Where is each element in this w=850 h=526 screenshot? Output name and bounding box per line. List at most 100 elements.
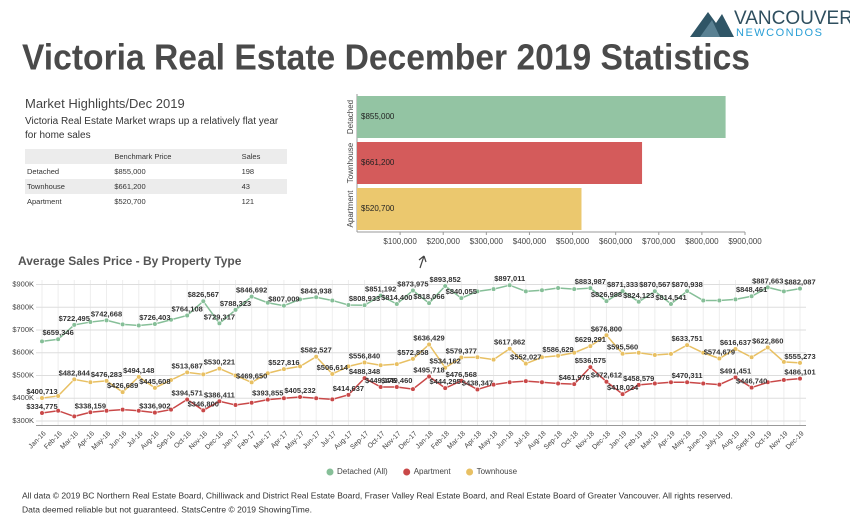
series-point [87, 379, 93, 385]
table-cell: 198 [241, 167, 255, 176]
series-point [684, 342, 690, 348]
series-point [652, 288, 658, 294]
bar [357, 142, 643, 184]
series-point [426, 300, 432, 306]
data-label: $726,403 [139, 313, 170, 322]
data-label: $814,541 [655, 293, 686, 302]
series-point [55, 408, 61, 414]
series-point [168, 406, 174, 413]
data-label: $616,637 [720, 338, 751, 347]
y-tick-label: $500K [12, 370, 34, 379]
series-point [603, 332, 610, 338]
data-label: $870,938 [671, 280, 702, 289]
series-point [378, 384, 384, 390]
data-label: $495,718 [413, 365, 444, 374]
y-tick-label: $800K [12, 302, 34, 311]
data-label: $897,011 [494, 274, 525, 283]
series-point [394, 301, 400, 307]
data-label: $536,575 [575, 356, 606, 365]
logo-text: VANCOUVER [734, 8, 850, 29]
series-point [249, 400, 255, 406]
series-point [200, 298, 206, 304]
series-point [265, 397, 271, 403]
x-tick-label: $300,000 [470, 237, 504, 246]
series-point [539, 354, 545, 360]
data-label: $579,377 [446, 346, 477, 355]
header-cell [25, 149, 112, 164]
series-line [41, 366, 801, 418]
series-point [281, 366, 287, 372]
series-point [797, 360, 803, 366]
data-label: $807,009 [268, 295, 299, 304]
series-point [249, 294, 255, 300]
series-point [749, 293, 755, 299]
data-label: $394,571 [172, 388, 203, 397]
data-label: $444,295 [430, 377, 461, 386]
x-tick-label: Mar-17 [253, 430, 274, 451]
cursor [418, 255, 427, 269]
series-point [458, 354, 464, 361]
data-label: $676,800 [591, 324, 622, 333]
series-point [313, 294, 319, 300]
series-point [749, 384, 755, 391]
highlights-heading: Market Highlights/Dec 2019 [25, 96, 185, 111]
data-label: $887,663 [752, 276, 783, 285]
series-point [265, 370, 271, 376]
x-tick-label: $800,000 [685, 237, 719, 246]
x-tick-label: $100,000 [383, 237, 417, 246]
series-point [120, 406, 126, 413]
series-point [716, 381, 722, 388]
series-point [523, 288, 529, 294]
series-point [378, 362, 384, 368]
table-cell: $520,700 [114, 197, 146, 206]
bar-value-label: $661,200 [361, 158, 395, 167]
series-line [41, 284, 801, 343]
series-point [120, 389, 126, 395]
series-point [507, 282, 513, 288]
series-point [313, 395, 319, 401]
series-point [797, 376, 803, 382]
data-label: $659,346 [42, 328, 73, 337]
data-label: $882,087 [784, 278, 815, 287]
data-label: $336,902 [139, 402, 170, 411]
footer-text: Data deemed reliable but not guaranteed.… [22, 504, 312, 514]
series-point [765, 344, 771, 351]
series-point [216, 320, 223, 326]
data-label: $513,687 [172, 361, 203, 370]
table-cell: 121 [241, 197, 255, 206]
data-label: $848,461 [736, 285, 767, 294]
series-point [668, 379, 674, 385]
series-point [152, 385, 158, 391]
series-point [136, 374, 142, 380]
data-label: $851,192 [365, 285, 396, 294]
data-label: $445,608 [139, 377, 170, 386]
data-label: $617,862 [494, 338, 525, 347]
footer-text: All data © 2019 BC Northern Real Estate … [22, 490, 733, 500]
series-point [765, 284, 771, 290]
data-label: $491,451 [720, 366, 751, 375]
x-tick-label: Dec-17 [398, 430, 419, 451]
series-point [716, 297, 722, 304]
series-point [71, 322, 77, 328]
series-point [426, 373, 432, 380]
series-point [329, 371, 335, 377]
x-tick-label: $600,000 [599, 237, 633, 246]
series-point [619, 351, 626, 357]
series-point [168, 377, 174, 383]
data-label: $438,347 [462, 378, 493, 387]
series-point [587, 364, 593, 370]
series-point [55, 393, 61, 399]
bar-value-label: $520,700 [361, 204, 395, 213]
series-point [232, 402, 239, 408]
series-point [168, 317, 174, 323]
legend-swatch [326, 468, 334, 476]
series-point [781, 377, 787, 383]
series-point [329, 297, 335, 304]
data-label: $633,751 [671, 334, 702, 343]
series-point [587, 343, 593, 349]
series-point [700, 380, 706, 387]
series-point [361, 359, 368, 366]
data-label: $742,668 [91, 309, 122, 318]
bar [357, 96, 726, 138]
